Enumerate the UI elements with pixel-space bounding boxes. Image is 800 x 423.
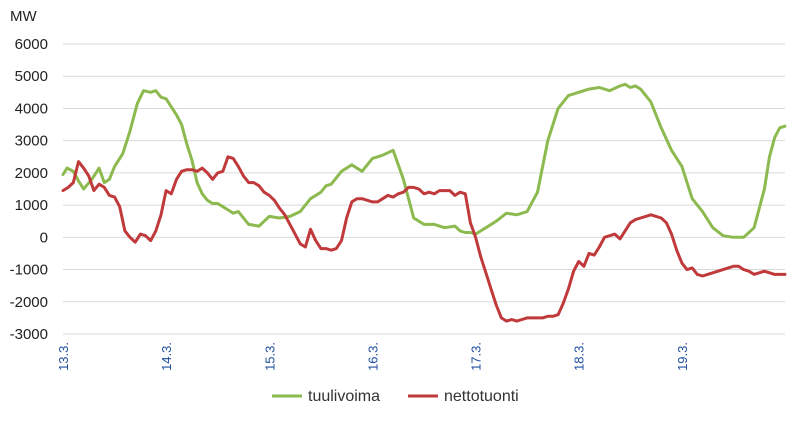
x-tick-label: 19.3. (675, 342, 690, 371)
series-lines (61, 82, 787, 323)
y-tick-label: -2000 (10, 294, 48, 311)
y-tick-label: 4000 (15, 100, 48, 117)
y-tick-label: -1000 (10, 262, 48, 279)
y-tick-label: -3000 (10, 326, 48, 343)
y-tick-label: 3000 (15, 133, 48, 150)
legend: tuulivoima nettotuonti (272, 388, 519, 405)
series-line-nettotuonti (61, 155, 787, 323)
y-tick-label: 2000 (15, 165, 48, 182)
y-tick-label: 0 (40, 229, 48, 246)
x-axis-ticks: 13.3. 14.3. 15.3. 16.3. 17.3. 18.3. 19.3. (56, 342, 690, 371)
y-axis-ticks: 6000 5000 4000 3000 2000 1000 0 -1000 -2000 -3000 (10, 36, 48, 343)
x-tick-label: 15.3. (262, 342, 277, 371)
y-tick-label: 1000 (15, 197, 48, 214)
legend-label-nettotuonti: nettotuonti (444, 388, 519, 405)
y-tick-label: 6000 (15, 36, 48, 53)
x-tick-label: 17.3. (469, 342, 484, 371)
y-tick-label: 5000 (15, 68, 48, 85)
x-tick-label: 18.3. (572, 342, 587, 371)
gridlines (63, 43, 785, 335)
series-line-tuulivoima (61, 82, 787, 239)
x-tick-label: 16.3. (365, 342, 380, 371)
x-tick-label: 14.3. (159, 342, 174, 371)
y-axis-unit-label: MW (10, 8, 37, 25)
legend-label-tuulivoima: tuulivoima (308, 388, 380, 405)
x-tick-label: 13.3. (56, 342, 71, 371)
